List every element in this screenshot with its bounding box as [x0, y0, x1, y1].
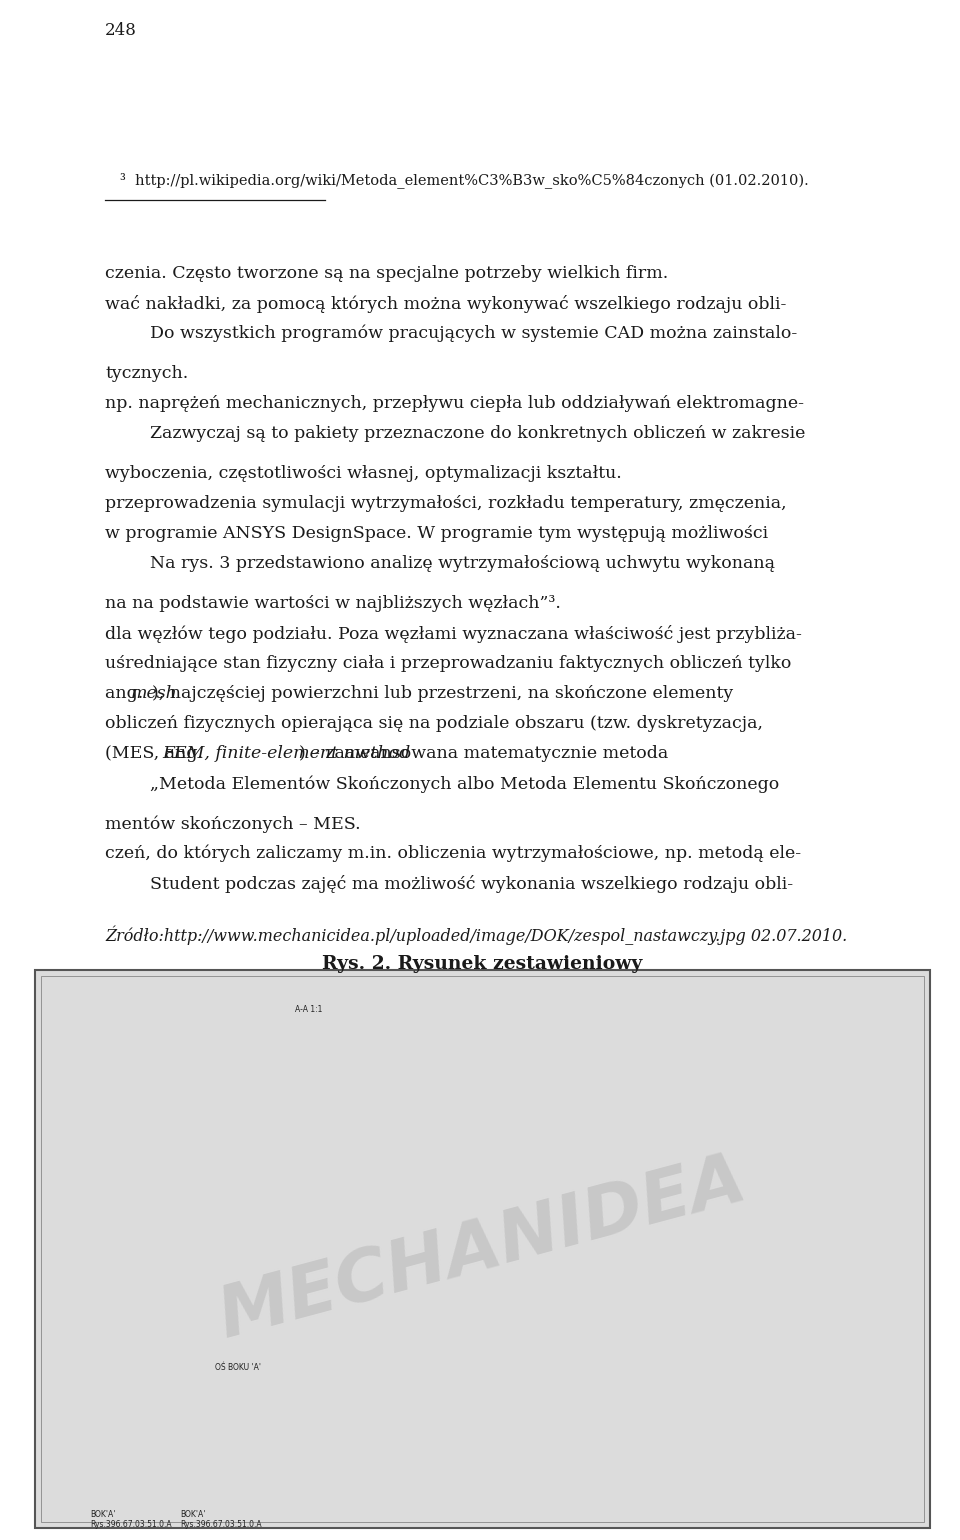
Bar	[41, 976, 924, 1522]
Text: BOK'A'
Rys.396.67.03.51.0.A: BOK'A' Rys.396.67.03.51.0.A	[90, 1511, 172, 1529]
Text: FEM, finite-element method: FEM, finite-element method	[163, 745, 411, 762]
Text: uśredniające stan fizyczny ciała i przeprowadzaniu faktycznych obliczeń tylko: uśredniające stan fizyczny ciała i przep…	[105, 654, 791, 671]
Text: A-A 1:1: A-A 1:1	[295, 1006, 323, 1013]
Text: mentów skończonych – MES.: mentów skończonych – MES.	[105, 815, 361, 833]
Text: ³  http://pl.wikipedia.org/wiki/Metoda_element%C3%B3w_sko%C5%84czonych (01.02.20: ³ http://pl.wikipedia.org/wiki/Metoda_el…	[120, 172, 808, 188]
Text: czenia. Często tworzone są na specjalne potrzeby wielkich firm.: czenia. Często tworzone są na specjalne …	[105, 265, 668, 282]
Text: ) – zaawansowana matematycznie metoda: ) – zaawansowana matematycznie metoda	[300, 745, 668, 762]
Text: wyboczenia, częstotliwości własnej, optymalizacji kształtu.: wyboczenia, częstotliwości własnej, opty…	[105, 465, 622, 482]
Text: tycznych.: tycznych.	[105, 365, 188, 382]
Text: dla węzłów tego podziału. Poza węzłami wyznaczana właściwość jest przybliża-: dla węzłów tego podziału. Poza węzłami w…	[105, 625, 802, 644]
Text: mesh: mesh	[132, 685, 179, 702]
Text: „Metoda Elementów Skończonych albo Metoda Elementu Skończonego: „Metoda Elementów Skończonych albo Metod…	[150, 775, 780, 793]
Text: czeń, do których zaliczamy m.in. obliczenia wytrzymałościowe, np. metodą ele-: czeń, do których zaliczamy m.in. oblicze…	[105, 845, 802, 862]
Text: Zazwyczaj są to pakiety przeznaczone do konkretnych obliczeń w zakresie: Zazwyczaj są to pakiety przeznaczone do …	[150, 425, 805, 442]
Text: wać nakładki, za pomocą których można wykonywać wszelkiego rodzaju obli-: wać nakładki, za pomocą których można wy…	[105, 296, 786, 313]
Text: ang.: ang.	[105, 685, 149, 702]
Text: BOK'A'
Rys.396.67.03.51.0.A: BOK'A' Rys.396.67.03.51.0.A	[180, 1511, 262, 1529]
Bar	[35, 970, 930, 1528]
Text: MECHANIDEA: MECHANIDEA	[211, 1146, 754, 1352]
Text: OŚ BOKU 'A': OŚ BOKU 'A'	[215, 1363, 261, 1372]
Text: 248: 248	[105, 22, 137, 38]
Text: (MES, ang.: (MES, ang.	[105, 745, 208, 762]
Text: obliczeń fizycznych opierająca się na podziale obszaru (tzw. dyskretyzacja,: obliczeń fizycznych opierająca się na po…	[105, 715, 763, 732]
Text: Źródło:http://www.mechanicidea.pl/uploaded/image/DOK/zespol_nastawczy.jpg 02.07.: Źródło:http://www.mechanicidea.pl/upload…	[105, 926, 848, 944]
Text: np. naprężeń mechanicznych, przepływu ciepła lub oddziaływań elektromagne-: np. naprężeń mechanicznych, przepływu ci…	[105, 394, 804, 413]
Text: w programie ANSYS DesignSpace. W programie tym występują możliwości: w programie ANSYS DesignSpace. W program…	[105, 525, 768, 542]
Text: na na podstawie wartości w najbliższych węzłach”³.: na na podstawie wartości w najbliższych …	[105, 594, 561, 611]
Text: Na rys. 3 przedstawiono analizę wytrzymałościową uchwytu wykonaną: Na rys. 3 przedstawiono analizę wytrzyma…	[150, 554, 775, 571]
Text: Rys. 2. Rysunek zestawieniowy: Rys. 2. Rysunek zestawieniowy	[323, 955, 642, 973]
Text: ), najczęściej powierzchni lub przestrzeni, na skończone elementy: ), najczęściej powierzchni lub przestrze…	[153, 685, 733, 702]
Text: Do wszystkich programów pracujących w systemie CAD można zainstalo-: Do wszystkich programów pracujących w sy…	[150, 325, 797, 342]
Text: przeprowadzenia symulacji wytrzymałości, rozkładu temperatury, zmęczenia,: przeprowadzenia symulacji wytrzymałości,…	[105, 494, 786, 511]
Text: Student podczas zajęć ma możliwość wykonania wszelkiego rodzaju obli-: Student podczas zajęć ma możliwość wykon…	[150, 875, 793, 893]
